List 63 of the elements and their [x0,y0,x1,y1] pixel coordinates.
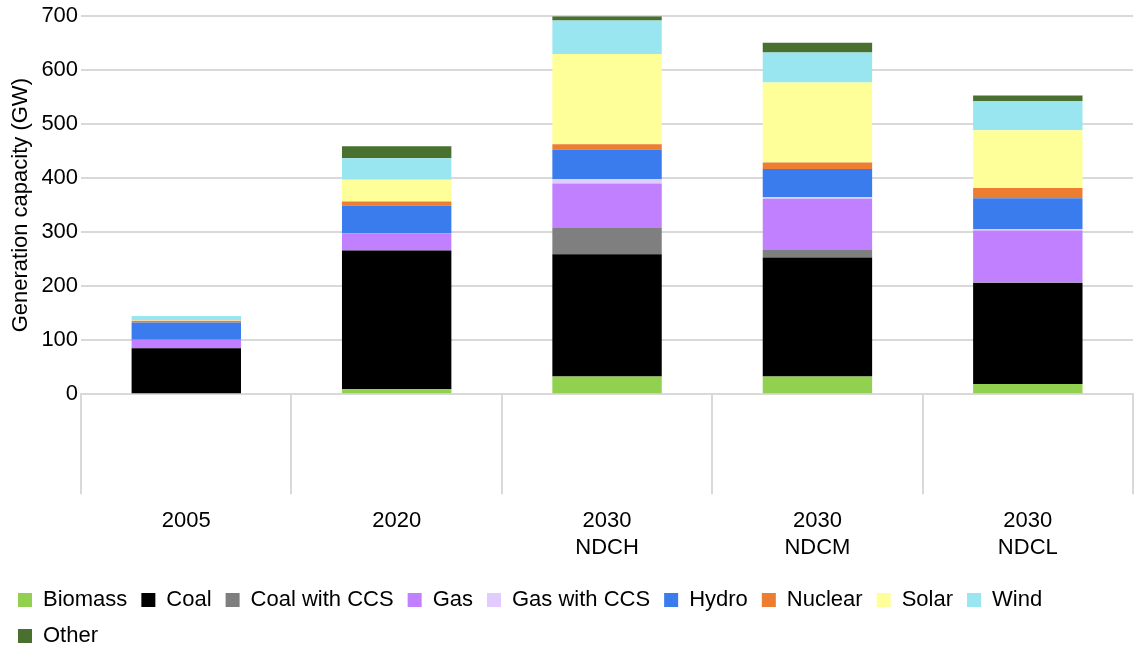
y-axis-title: Generation capacity (GW) [7,78,33,333]
bar [552,183,662,228]
legend-label: Other [43,622,99,648]
bar [973,282,1083,384]
y-tick-label: 100 [41,326,79,352]
bar [762,376,873,394]
bar [973,187,1083,199]
y-tick-label: 600 [41,56,79,82]
bar [762,257,873,377]
bar [762,42,873,53]
x-tick-label: 2005 [161,507,211,533]
legend-label: Hydro [689,586,748,612]
y-tick-label: 400 [41,164,79,190]
bar [973,95,1083,101]
bar [131,315,241,321]
y-tick-label: 300 [41,218,79,244]
legend-label: Nuclear [786,586,863,612]
bar [131,339,241,349]
legend-label: Wind [991,586,1043,612]
bar [762,198,873,251]
bar [552,144,662,150]
bar [552,16,662,21]
bar [973,230,1083,283]
x-tick-label: 2030 NDCH [575,507,639,559]
legend-label: Gas with CCS [512,586,651,612]
bar [341,205,452,234]
x-tick-label: 2020 [372,507,422,533]
bar [552,376,662,394]
bar [762,250,873,258]
x-tick-label: 2030 NDCM [784,507,851,559]
bar [341,201,452,206]
bar [131,348,241,394]
bar [762,162,873,170]
bar [973,130,1083,188]
legend-label: Coal [166,586,212,612]
legend-label: Solar [901,586,953,612]
bar [552,227,662,255]
x-tick-label: 2030 NDCL [997,507,1058,559]
y-tick-label: 500 [41,110,79,136]
bar [341,179,452,202]
y-tick-label: 0 [65,380,79,406]
legend-label: Coal with CCS [250,586,394,612]
bar [341,233,452,251]
bar [973,198,1083,229]
bar [341,158,452,180]
bar [341,389,452,394]
bar [552,179,662,184]
bar [762,52,873,83]
bar [762,82,873,163]
y-tick-label: 700 [41,2,79,28]
legend-label: Gas [432,586,474,612]
bar [552,254,662,377]
bar [341,146,452,159]
bar [552,149,662,180]
bar [131,322,241,340]
bar [552,20,662,54]
bar [552,54,662,145]
bar [973,383,1083,394]
bar [762,169,873,198]
bar [341,250,452,390]
legend-label: Biomass [43,586,128,612]
y-tick-label: 200 [41,272,79,298]
bar [973,100,1083,131]
